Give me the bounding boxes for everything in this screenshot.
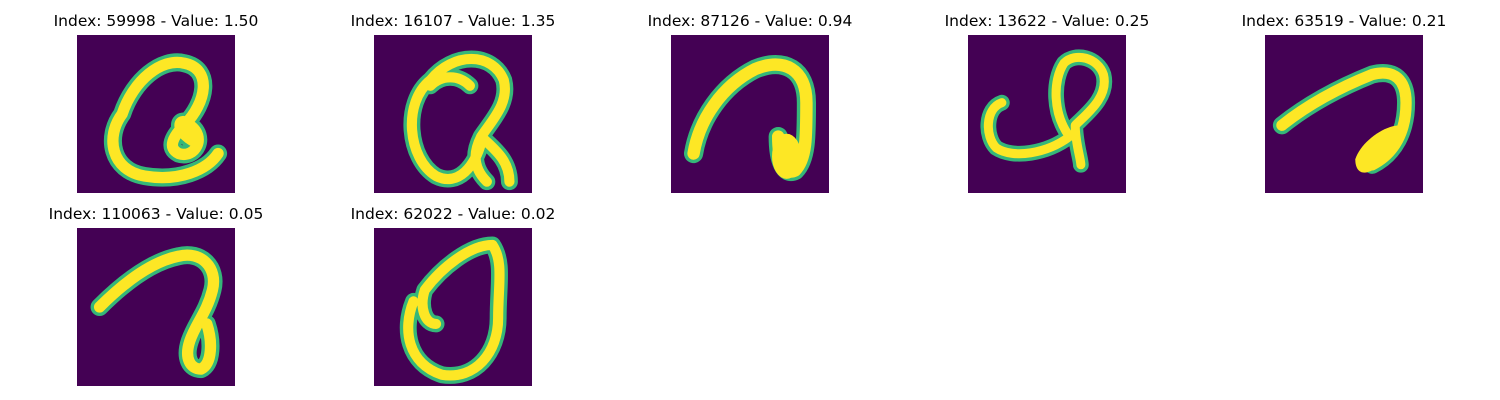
digit-image xyxy=(1265,35,1423,193)
digit-image xyxy=(374,228,532,386)
digit-image xyxy=(77,35,235,193)
panel-title: Index: 16107 - Value: 1.35 xyxy=(350,12,556,30)
panel-title: Index: 59998 - Value: 1.50 xyxy=(53,12,259,30)
panel-title: Index: 63519 - Value: 0.21 xyxy=(1241,12,1447,30)
panel-title: Index: 13622 - Value: 0.25 xyxy=(944,12,1150,30)
digit-image xyxy=(374,35,532,193)
digit-image xyxy=(968,35,1126,193)
digit-image xyxy=(77,228,235,386)
digit-image xyxy=(671,35,829,193)
panel-title: Index: 87126 - Value: 0.94 xyxy=(647,12,853,30)
panel-title: Index: 110063 - Value: 0.05 xyxy=(48,205,264,223)
panel-title: Index: 62022 - Value: 0.02 xyxy=(350,205,556,223)
